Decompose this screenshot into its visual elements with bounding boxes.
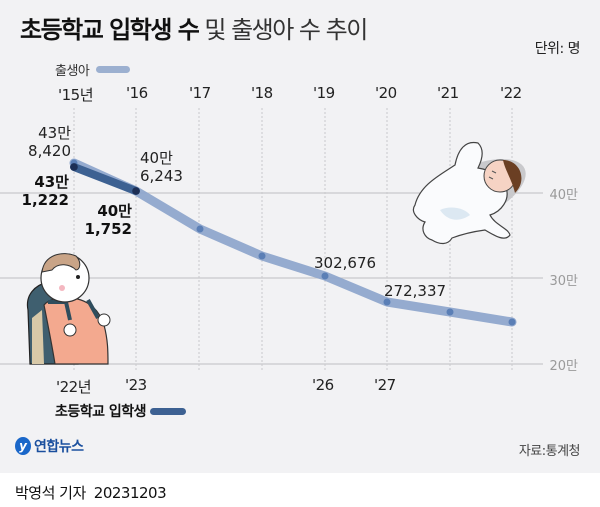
label-entrants-2022: 43만 1,222: [5, 173, 69, 209]
legend-entrants: 초등학교 입학생: [55, 401, 187, 421]
source-label: 자료:통계청: [518, 444, 581, 459]
byline: 박영석 기자 20231203: [15, 482, 167, 503]
unit-label: 단위: 명: [534, 41, 581, 57]
x-tick-top: '20: [375, 84, 397, 102]
label-line: 1,752: [84, 220, 132, 238]
x-tick-bottom: '23: [125, 376, 147, 394]
label-entrants-2023: 40만 1,752: [70, 202, 132, 238]
y-tick: 20만: [549, 359, 578, 374]
entrants-line: [70, 163, 140, 195]
y-tick: 30만: [549, 274, 578, 289]
label-line: 6,243: [140, 167, 183, 185]
title-normal: 및 출생아 수 추이: [204, 16, 368, 44]
x-tick-top: '15년: [58, 86, 94, 104]
births-line: [69, 158, 517, 327]
yonhap-logo: y 연합뉴스: [15, 436, 84, 456]
label-line: 8,420: [28, 142, 71, 160]
label-line: 1,222: [21, 191, 69, 209]
baby-illustration: [412, 141, 526, 245]
legend-births-label: 출생아: [55, 64, 90, 79]
legend-entrants-swatch: [150, 407, 187, 415]
publish-date: 20231203: [93, 484, 167, 502]
label-births-2019: 302,676: [314, 254, 377, 272]
label-line: 43만: [34, 173, 69, 191]
legend-births: 출생아: [55, 60, 131, 79]
label-births-2015: 43만 8,420: [5, 124, 71, 160]
y-tick: 40만: [549, 188, 578, 203]
x-tick-top: '16: [126, 84, 148, 102]
reporter-name: 박영석 기자: [15, 484, 86, 502]
label-line: 40만: [140, 149, 173, 167]
x-tick-top: '21: [437, 84, 459, 102]
title-bold: 초등학교 입학생 수: [20, 16, 200, 44]
x-tick-top: '17: [189, 84, 211, 102]
yonhap-logo-icon: y: [15, 437, 31, 455]
line-chart: [0, 108, 543, 372]
x-tick-top: '19: [313, 84, 335, 102]
legend-entrants-label: 초등학교 입학생: [55, 404, 147, 420]
x-tick-top: '22: [500, 84, 522, 102]
label-line: 40만: [97, 202, 132, 220]
entrants-points: [70, 163, 140, 195]
label-line: 43만: [38, 124, 71, 142]
legend-births-swatch: [96, 66, 131, 73]
x-tick-top: '18: [251, 84, 273, 102]
label-births-2020: 272,337: [384, 282, 447, 300]
yonhap-logo-text: 연합뉴스: [34, 439, 84, 455]
x-tick-bottom: '27: [374, 376, 396, 394]
x-tick-bottom: '26: [312, 376, 334, 394]
x-tick-bottom: '22년: [56, 378, 92, 396]
label-births-2016: 40만 6,243: [140, 149, 183, 185]
boy-illustration: [26, 253, 111, 365]
